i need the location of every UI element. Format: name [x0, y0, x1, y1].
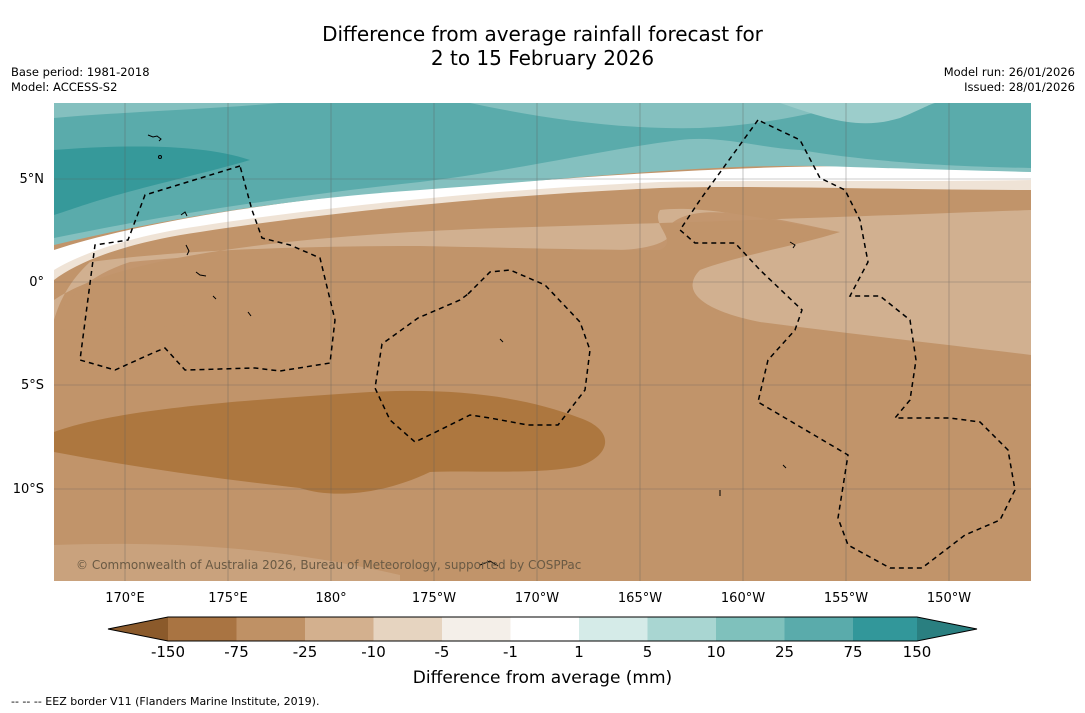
colorbar-tick: -10 [361, 643, 386, 661]
colorbar-bin [716, 617, 785, 641]
lon-label: 160°W [721, 591, 765, 606]
lat-label: 0° [29, 275, 44, 290]
colorbar-tick: -25 [292, 643, 318, 661]
colorbar-tick: 1 [574, 643, 584, 661]
lon-label: 155°W [824, 591, 868, 606]
eez-legend-note: -- -- -- EEZ border V11 (Flanders Marine… [11, 695, 320, 708]
colorbar-tick: 150 [902, 643, 932, 661]
colorbar [107, 616, 978, 642]
colorbar-extend-low [108, 617, 168, 641]
lat-label: 10°S [13, 482, 44, 497]
colorbar-bin [853, 617, 917, 641]
island-2 [158, 155, 162, 159]
island-12 [782, 464, 787, 469]
colorbar-bin [305, 617, 374, 641]
colorbar-tick: -150 [150, 643, 186, 661]
lat-label: 5°N [20, 172, 45, 187]
island-10 [499, 338, 504, 343]
field-light-brown [54, 208, 1031, 355]
field-bottom-strip [54, 543, 400, 581]
lon-label: 180° [315, 591, 346, 606]
islands [147, 134, 796, 567]
gridlines [54, 103, 1031, 581]
field-teal-mid [54, 103, 1031, 238]
colorbar-bin [236, 617, 305, 641]
lon-label: 175°E [208, 591, 248, 606]
field-teal-patch-2 [780, 103, 935, 124]
lon-label: 150°W [927, 591, 971, 606]
colorbar-bin [784, 617, 853, 641]
colorbar-title: Difference from average (mm) [412, 668, 673, 688]
eez-border-kiribati-gilbert [79, 165, 336, 372]
colorbar-bin [373, 617, 442, 641]
colorbar-tick: 10 [706, 643, 726, 661]
colorbar-tick: -5 [434, 643, 450, 661]
field-teal-dark [54, 146, 250, 215]
chart-title: Difference from average rainfall forecas… [0, 22, 1085, 70]
field-teal-patch-3 [54, 103, 280, 118]
island-1 [147, 134, 162, 142]
colorbar-bin [579, 617, 648, 641]
colorbar-tick: -75 [224, 643, 249, 661]
copyright-text: © Commonwealth of Australia 2026, Bureau… [76, 558, 582, 572]
title-line-1: Difference from average rainfall forecas… [322, 22, 763, 46]
meta-right: Model run: 26/01/2026 Issued: 28/01/2026 [944, 65, 1075, 95]
colorbar-bin [168, 617, 237, 641]
colorbar-tick: -1 [503, 643, 518, 661]
island-7 [247, 311, 252, 317]
lon-label: 175°W [412, 591, 456, 606]
field-mid-brown [54, 212, 830, 330]
lon-label: 165°W [618, 591, 662, 606]
island-6 [212, 295, 217, 300]
island-5 [195, 271, 207, 277]
title-line-2: 2 to 15 February 2026 [430, 46, 655, 70]
eez-border-line-islands [679, 119, 1016, 569]
colorbar-tick: 5 [642, 643, 653, 661]
lon-labels: 170°E 175°E 180° 175°W 170°W 165°W 160°W… [105, 591, 971, 606]
model-name: Model: ACCESS-S2 [11, 80, 118, 94]
colorbar-bin [442, 617, 511, 641]
lon-label: 170°W [515, 591, 559, 606]
colorbar-extend-high [917, 617, 977, 641]
island-9 [479, 560, 499, 567]
issued-date: Issued: 28/01/2026 [964, 80, 1075, 94]
base-period: Base period: 1981-2018 [11, 65, 150, 79]
eez-borders [79, 119, 1016, 569]
colorbar-tick: 25 [774, 643, 795, 661]
island-8 [789, 241, 796, 249]
colorbar-bin [510, 617, 579, 641]
colorbar-tick: 75 [843, 643, 863, 661]
map-field [54, 103, 1031, 581]
lat-label: 5°S [21, 378, 44, 393]
colorbar-outline [107, 616, 978, 642]
lat-labels: 5°N 0° 5°S 10°S [13, 172, 44, 497]
model-run: Model run: 26/01/2026 [943, 65, 1075, 79]
eez-border-phoenix [374, 269, 591, 443]
island-3 [180, 211, 188, 217]
colorbar-bin [647, 617, 716, 641]
field-transition-light [54, 173, 1031, 280]
island-4 [185, 244, 190, 256]
lon-label: 170°E [105, 591, 145, 606]
field-transition-white [54, 166, 1031, 270]
meta-left: Base period: 1981-2018 Model: ACCESS-S2 [11, 65, 150, 95]
